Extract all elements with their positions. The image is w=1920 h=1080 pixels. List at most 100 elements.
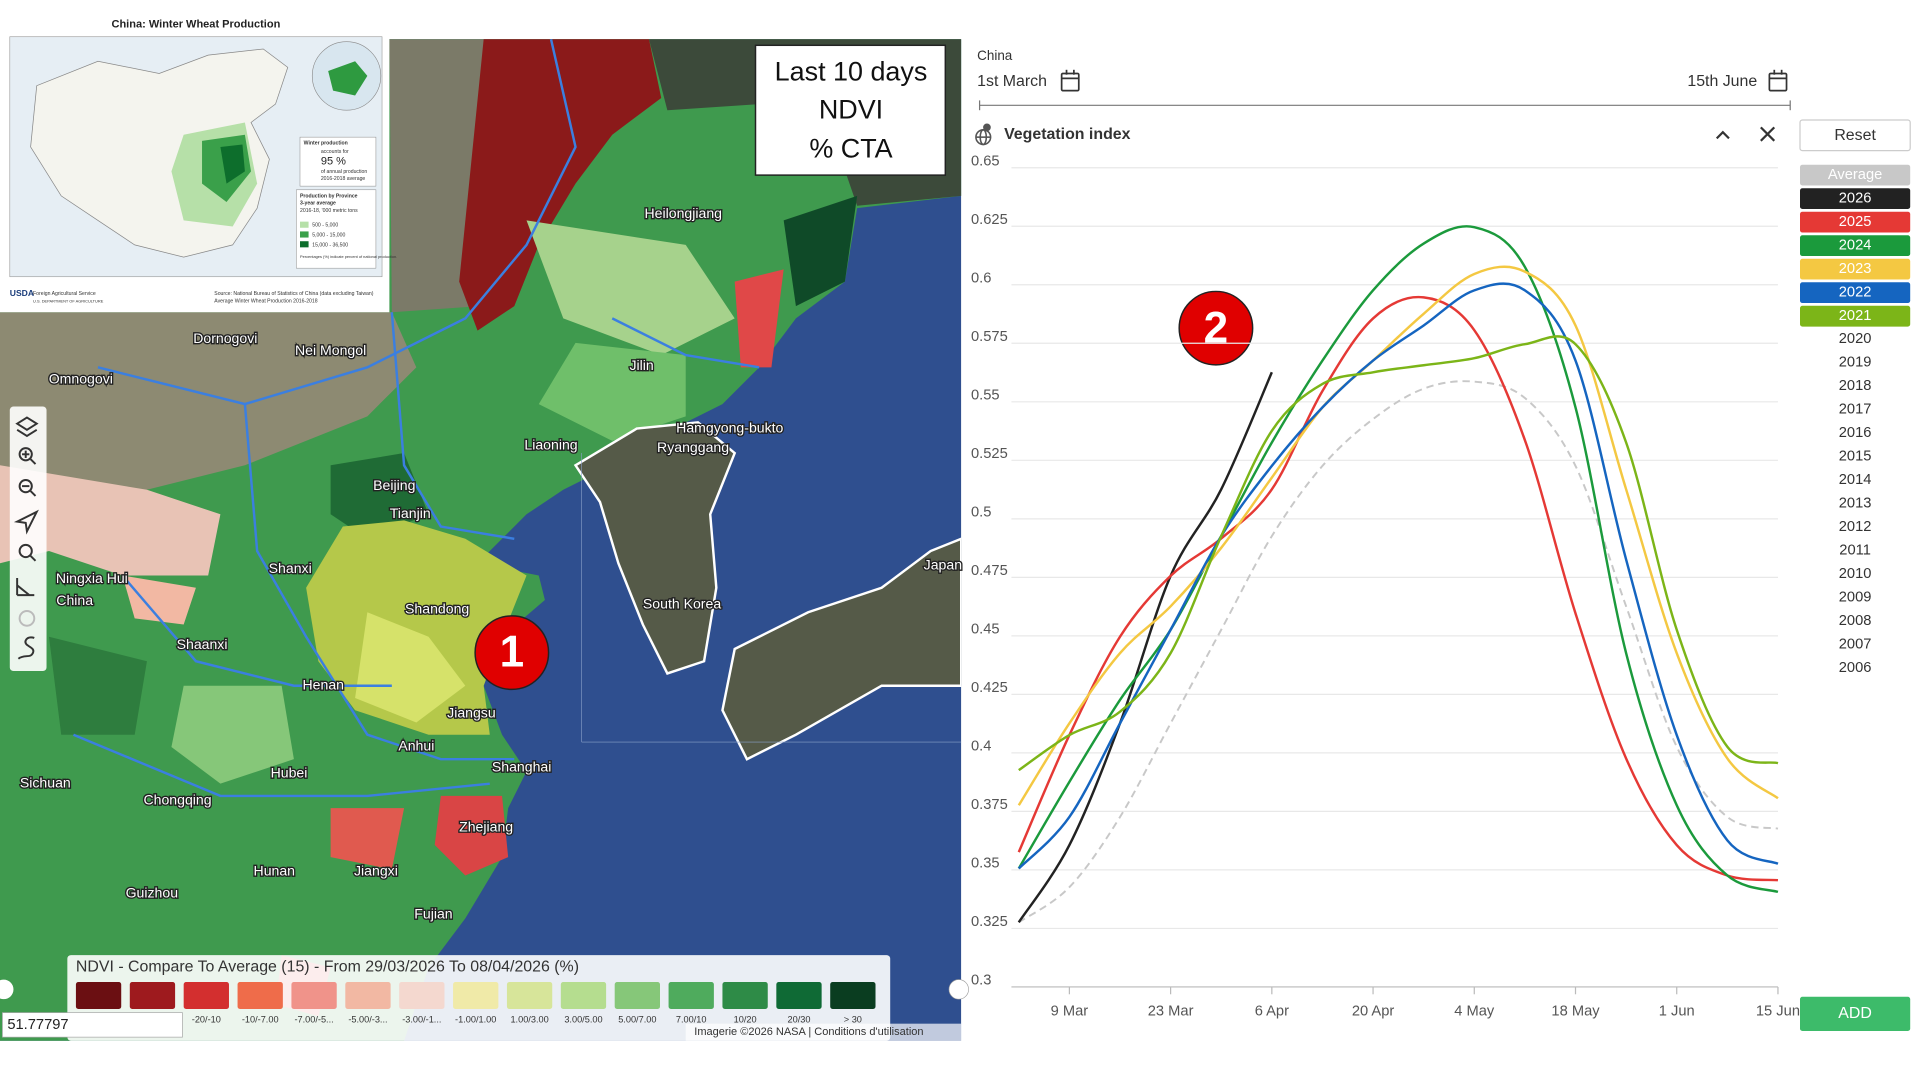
place-label: Nei Mongol	[295, 342, 366, 358]
start-date: 1st March	[977, 73, 1047, 90]
inset-text: 2016-18, '000 metric tons	[300, 208, 358, 214]
legend-label: -10/-7.00	[242, 1014, 279, 1024]
legend-item[interactable]	[1800, 164, 1911, 186]
series-line	[1017, 225, 1779, 894]
year-option[interactable]: 2010	[1839, 566, 1872, 582]
legend-item[interactable]	[1800, 235, 1911, 257]
year-option[interactable]: 2009	[1839, 590, 1872, 606]
close-button[interactable]	[1760, 126, 1776, 142]
legend-label: 2025	[1839, 214, 1872, 230]
inset-text: 3-year average	[300, 201, 336, 207]
legend-item[interactable]	[1800, 188, 1911, 210]
year-option[interactable]: 2011	[1839, 543, 1871, 559]
year-option[interactable]: 2020	[1839, 331, 1872, 347]
map-toolbar	[9, 406, 47, 672]
place-label: Heilongjiang	[645, 205, 723, 221]
globe-icon	[975, 123, 992, 146]
place-label: Anhui	[398, 738, 434, 754]
year-option[interactable]: 2008	[1839, 613, 1872, 629]
year-option[interactable]: 2013	[1839, 496, 1872, 512]
year-option[interactable]: 2012	[1839, 519, 1872, 535]
chart-title: Vegetation index	[1004, 126, 1131, 143]
reset-button[interactable]	[1799, 119, 1911, 152]
year-option[interactable]: 2006	[1839, 660, 1872, 676]
legend-item[interactable]	[1800, 305, 1911, 327]
legend-swatch	[183, 982, 229, 1009]
year-option[interactable]: 2019	[1839, 355, 1872, 371]
calendar-button[interactable]	[1060, 69, 1080, 92]
place-label: Guizhou	[126, 885, 178, 901]
scroll-right[interactable]	[948, 979, 969, 1000]
place-label: Shanghai	[492, 758, 552, 774]
layers-button[interactable]	[15, 416, 39, 438]
map-legend: NDVI - Compare To Average (15) - From 29…	[67, 955, 891, 1041]
inset-title: China: Winter Wheat Production	[112, 18, 281, 30]
calendar-button[interactable]	[1768, 69, 1788, 92]
coordinate: 51.77797	[7, 1017, 68, 1033]
x-tick-label: 4 May	[1454, 1003, 1495, 1019]
year-option[interactable]: 2016	[1839, 425, 1872, 441]
series-line	[1017, 282, 1779, 870]
inset-text: Foreign Agricultural Service	[33, 291, 96, 297]
info-box	[754, 44, 947, 176]
collapse-button[interactable]	[1715, 130, 1730, 140]
y-tick-label: 0.475	[971, 563, 1008, 579]
add-button[interactable]	[1800, 996, 1911, 1032]
legend-swatch	[129, 982, 176, 1009]
year-option[interactable]: 2014	[1839, 472, 1872, 488]
series-line	[1017, 371, 1273, 923]
legend-swatch	[722, 982, 768, 1009]
legend-label: 20/30	[788, 1014, 811, 1024]
year-option[interactable]: 2018	[1839, 378, 1872, 394]
inset-text: U.S. DEPARTMENT OF AGRICULTURE	[33, 298, 104, 303]
search-button[interactable]	[18, 543, 37, 562]
place-label: Hubei	[271, 765, 308, 781]
legend-swatch	[776, 982, 822, 1009]
y-tick-label: 0.65	[971, 154, 1000, 170]
year-option[interactable]: 2015	[1839, 449, 1872, 465]
target-button[interactable]	[18, 610, 36, 627]
legend-swatch	[506, 982, 553, 1009]
legend-label: -5.00/-3...	[348, 1014, 387, 1024]
place-label: Hamgyong-bukto	[676, 419, 783, 435]
measure-button[interactable]	[16, 577, 35, 597]
legend-label: 2021	[1839, 308, 1872, 324]
date-slider[interactable]	[978, 100, 1791, 111]
legend-title: NDVI - Compare To Average (15) - From 29…	[76, 959, 579, 976]
draw-button[interactable]	[17, 636, 35, 660]
legend-swatch	[614, 982, 660, 1009]
place-label: Japan	[924, 556, 962, 572]
zoom-out-button[interactable]	[18, 479, 37, 497]
place-label: Tianjin	[390, 505, 431, 521]
x-tick-label: 9 Mar	[1051, 1003, 1089, 1019]
legend-label: > 30	[844, 1014, 862, 1024]
zoom-in-button[interactable]	[18, 447, 37, 465]
year-option[interactable]: 2017	[1839, 402, 1872, 418]
legend-swatch	[291, 982, 337, 1009]
y-tick-label: 0.425	[971, 680, 1008, 696]
legend-item[interactable]	[1800, 282, 1911, 304]
place-label: Shanxi	[269, 560, 312, 576]
legend-label: 2026	[1839, 190, 1872, 206]
legend-swatch	[453, 982, 499, 1009]
legend-item[interactable]	[1800, 211, 1911, 233]
legend-swatch	[237, 982, 283, 1009]
place-label: Jiangsu	[447, 705, 496, 721]
y-tick-label: 0.35	[971, 856, 1000, 872]
inset-text: 5,000 - 15,000	[312, 232, 345, 238]
series-line	[1017, 295, 1779, 882]
marker	[474, 615, 550, 691]
legend-item[interactable]	[1800, 258, 1911, 280]
year-option[interactable]: 2007	[1839, 637, 1872, 653]
scroll-left[interactable]	[0, 979, 14, 1000]
place-label: Fujian	[414, 905, 452, 921]
legend-label: 2022	[1839, 285, 1872, 301]
place-label: Henan	[303, 676, 345, 692]
info-text: Last 10 days	[775, 57, 928, 87]
locate-button[interactable]	[13, 509, 39, 535]
inset-text: 15,000 - 36,500	[312, 242, 348, 248]
legend-swatch	[75, 982, 122, 1009]
place-label: Zhejiang	[459, 818, 513, 834]
place-label: Shandong	[405, 601, 469, 617]
